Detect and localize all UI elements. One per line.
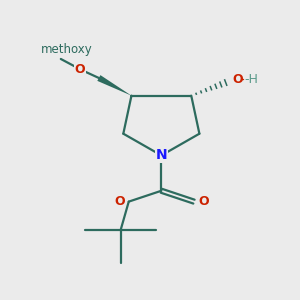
Text: methoxy: methoxy bbox=[11, 48, 59, 59]
Polygon shape bbox=[97, 75, 131, 96]
Text: methoxy: methoxy bbox=[40, 43, 92, 56]
Text: methoxy: methoxy bbox=[7, 45, 56, 55]
Text: methoxy: methoxy bbox=[13, 48, 58, 58]
Text: O: O bbox=[114, 195, 125, 208]
Text: O: O bbox=[74, 63, 85, 76]
Text: O: O bbox=[233, 73, 243, 86]
Text: N: N bbox=[155, 148, 167, 162]
Text: -H: -H bbox=[245, 73, 259, 86]
Text: O: O bbox=[198, 195, 209, 208]
